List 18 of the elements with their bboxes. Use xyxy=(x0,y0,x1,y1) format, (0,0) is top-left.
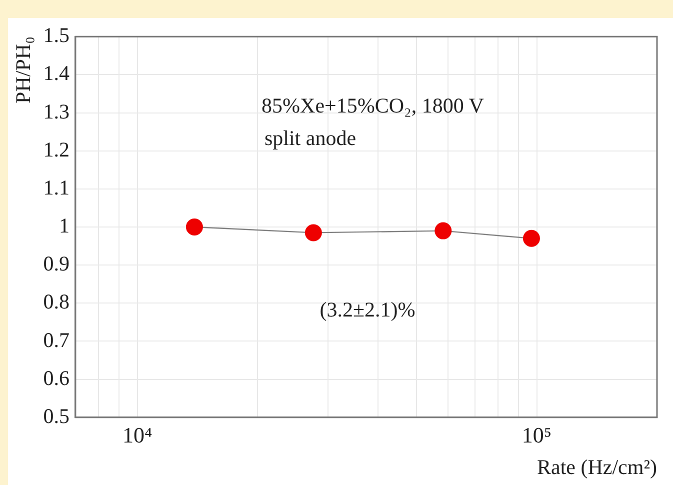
annotation: split anode xyxy=(264,126,356,150)
y-tick-label: 0.8 xyxy=(43,290,70,314)
y-tick-label: 0.5 xyxy=(43,404,70,428)
y-tick-label: 1 xyxy=(58,214,70,238)
y-tick-label: 1.4 xyxy=(43,61,70,86)
y-tick-label: 0.7 xyxy=(43,328,70,352)
annotation: (3.2±2.1)% xyxy=(320,297,416,322)
x-tick-label: 10⁴ xyxy=(122,422,152,448)
y-tick-label: 0.6 xyxy=(43,366,70,390)
y-tick-label: 0.9 xyxy=(43,252,70,276)
x-axis-title: Rate (Hz/cm²) xyxy=(537,454,657,479)
y-tick-label: 1.5 xyxy=(43,23,70,48)
y-tick-label: 1.2 xyxy=(43,137,70,162)
x-tick-label: 10⁵ xyxy=(522,422,552,448)
y-tick-label: 1.3 xyxy=(43,99,70,124)
y-axis-title: PH/PH₀ xyxy=(11,36,36,104)
annotation: 85%Xe+15%CO₂, 1800 V xyxy=(262,94,484,118)
y-tick-label: 1.1 xyxy=(43,175,70,200)
